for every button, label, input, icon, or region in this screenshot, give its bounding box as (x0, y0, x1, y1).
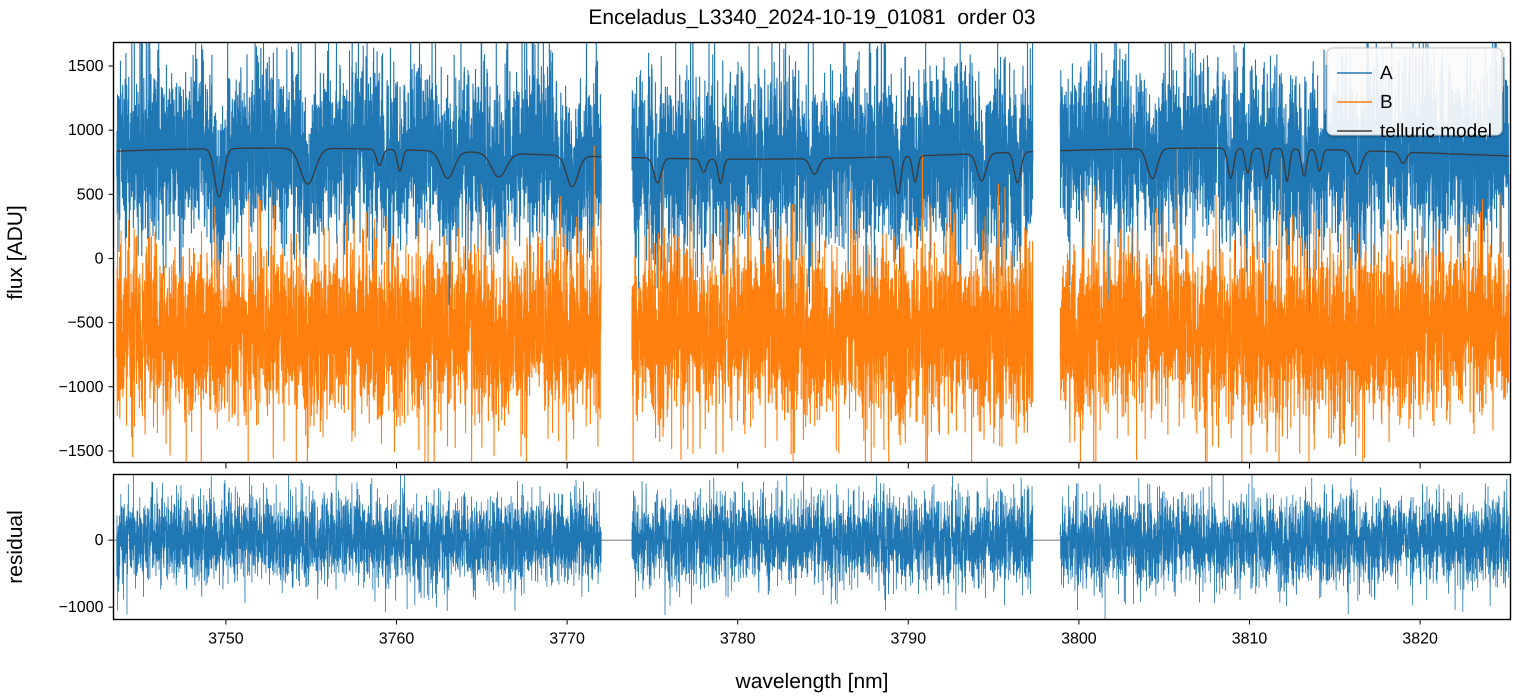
svg-text:500: 500 (77, 186, 104, 203)
svg-text:residual: residual (4, 510, 27, 584)
svg-text:flux [ADU]: flux [ADU] (4, 205, 27, 300)
svg-text:3760: 3760 (379, 631, 415, 648)
svg-text:3750: 3750 (208, 631, 244, 648)
svg-text:A: A (1380, 63, 1393, 84)
svg-text:Enceladus_L3340_2024-10-19_010: Enceladus_L3340_2024-10-19_01081 order 0… (588, 6, 1035, 29)
svg-text:B: B (1380, 92, 1393, 113)
svg-text:3810: 3810 (1232, 631, 1268, 648)
svg-text:0: 0 (95, 250, 104, 267)
svg-text:1500: 1500 (68, 58, 104, 75)
svg-text:3780: 3780 (720, 631, 756, 648)
svg-text:0: 0 (95, 532, 104, 549)
svg-text:−500: −500 (67, 315, 103, 332)
svg-text:−1500: −1500 (59, 443, 104, 460)
svg-text:−1000: −1000 (59, 599, 104, 616)
svg-text:3820: 3820 (1402, 631, 1438, 648)
svg-text:−1000: −1000 (59, 379, 104, 396)
svg-text:3790: 3790 (891, 631, 927, 648)
svg-text:3800: 3800 (1061, 631, 1097, 648)
svg-text:1000: 1000 (68, 122, 104, 139)
svg-text:wavelength [nm]: wavelength [nm] (735, 670, 889, 693)
svg-text:3770: 3770 (549, 631, 585, 648)
svg-text:telluric model: telluric model (1380, 121, 1492, 142)
